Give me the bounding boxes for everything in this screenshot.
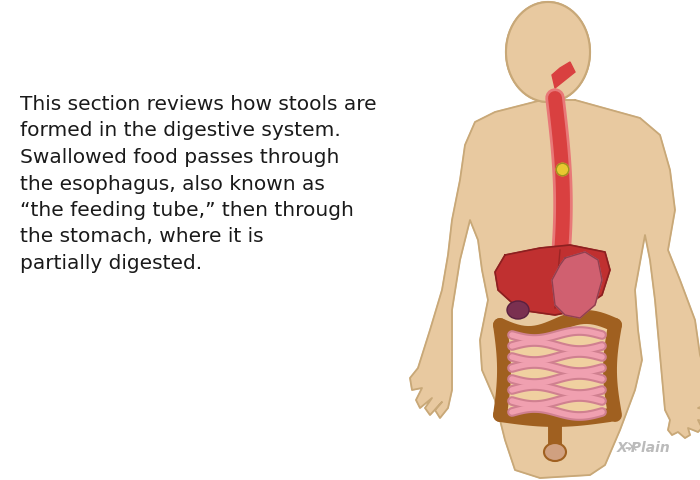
Polygon shape <box>495 245 610 315</box>
Text: This section reviews how stools are
formed in the digestive system.
Swallowed fo: This section reviews how stools are form… <box>20 95 377 273</box>
Polygon shape <box>552 252 602 318</box>
Polygon shape <box>552 62 575 88</box>
Ellipse shape <box>506 2 590 102</box>
Ellipse shape <box>507 301 529 319</box>
Polygon shape <box>505 328 610 412</box>
Text: X-Plain: X-Plain <box>616 441 670 455</box>
Ellipse shape <box>544 443 566 461</box>
Text: ✕: ✕ <box>625 440 638 455</box>
Polygon shape <box>410 100 700 478</box>
Ellipse shape <box>506 2 590 102</box>
